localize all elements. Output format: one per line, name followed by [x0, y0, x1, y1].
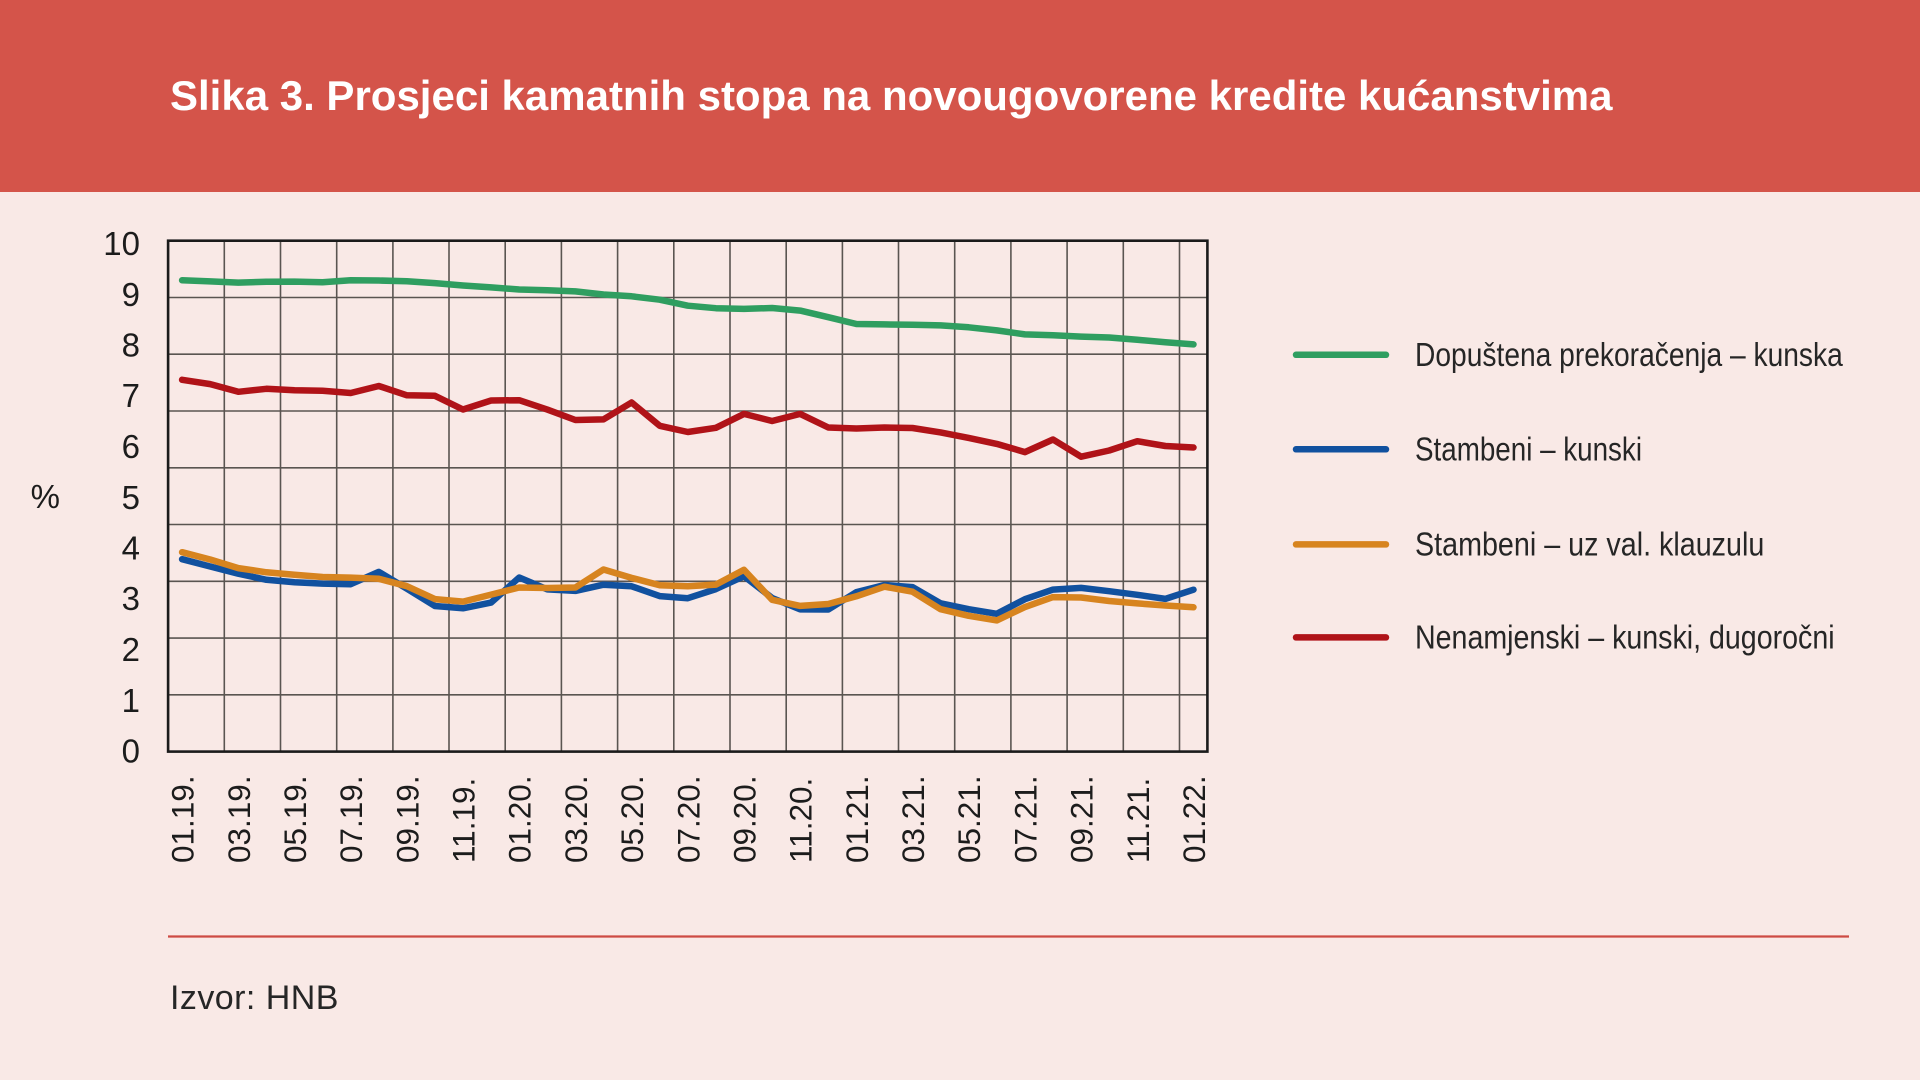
svg-text:4: 4: [122, 530, 140, 567]
svg-text:09.19.: 09.19.: [389, 775, 425, 863]
svg-text:11.20.: 11.20.: [783, 778, 819, 863]
svg-text:3: 3: [122, 580, 140, 617]
svg-text:1: 1: [122, 682, 140, 719]
svg-text:%: %: [31, 478, 60, 515]
svg-text:8: 8: [122, 327, 140, 364]
svg-text:03.19.: 03.19.: [221, 775, 257, 863]
svg-text:5: 5: [122, 479, 140, 516]
svg-text:6: 6: [122, 428, 140, 465]
svg-text:7: 7: [122, 377, 140, 414]
svg-text:09.20.: 09.20.: [727, 775, 763, 863]
svg-text:2: 2: [122, 631, 140, 668]
svg-text:05.21.: 05.21.: [951, 775, 987, 863]
svg-text:03.20.: 03.20.: [558, 775, 594, 863]
svg-text:03.21.: 03.21.: [895, 775, 931, 863]
svg-text:01.21.: 01.21.: [839, 775, 875, 863]
svg-text:Stambeni – uz val. klauzulu: Stambeni – uz val. klauzulu: [1415, 525, 1764, 562]
svg-text:Dopuštena prekoračenja – kunsk: Dopuštena prekoračenja – kunska: [1415, 336, 1843, 373]
svg-text:07.20.: 07.20.: [670, 775, 706, 863]
svg-text:07.19.: 07.19.: [333, 775, 369, 863]
svg-text:Stambeni – kunski: Stambeni – kunski: [1415, 430, 1642, 467]
svg-text:09.21.: 09.21.: [1064, 775, 1100, 863]
svg-text:01.19.: 01.19.: [165, 775, 201, 863]
svg-text:07.21.: 07.21.: [1007, 775, 1043, 863]
svg-text:05.19.: 05.19.: [277, 775, 313, 863]
svg-text:05.20.: 05.20.: [614, 775, 650, 863]
svg-text:01.22.: 01.22.: [1176, 775, 1212, 863]
svg-text:9: 9: [122, 276, 140, 313]
svg-text:10: 10: [103, 225, 140, 262]
svg-text:11.19.: 11.19.: [446, 778, 482, 863]
svg-text:0: 0: [122, 733, 140, 770]
svg-text:Nenamjenski – kunski, dugoročn: Nenamjenski – kunski, dugoročni: [1415, 618, 1835, 655]
svg-text:01.20.: 01.20.: [502, 775, 538, 863]
svg-text:11.21.: 11.21.: [1120, 778, 1156, 863]
